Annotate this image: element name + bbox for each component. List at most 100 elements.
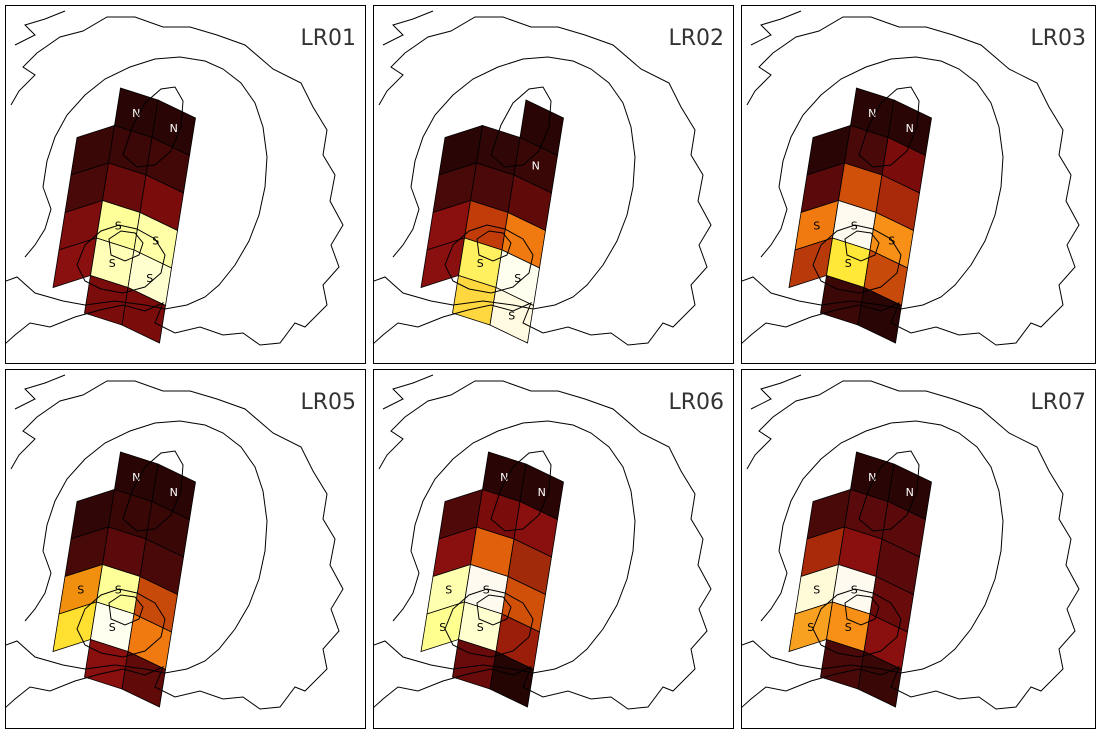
panel-frame [5,369,366,729]
contour-line [14,374,66,410]
contour-line [122,450,184,532]
cell-label-n: N [500,471,508,484]
contour-line [490,450,552,532]
contour-line [373,56,636,310]
contour-lines [741,374,1080,710]
contour-lines [5,374,344,710]
contour-lines [741,10,1080,346]
cell-label-s: S [146,272,153,285]
panel-lr03: N N S S S S LR03 [741,5,1096,364]
cell-label-s: S [477,621,484,634]
cell-label-s: S [477,257,484,270]
cell-label-n: N [132,107,140,120]
cell-label-n: N [532,159,540,172]
contour-line [444,224,534,294]
contour-line [373,420,636,674]
contour-line [76,588,166,658]
cell-label-n: N [569,5,577,8]
contour-line [5,420,268,674]
contour-line [844,230,880,262]
contour-line [812,588,902,658]
contour-line [741,380,1080,710]
contour-line [5,380,344,710]
panel-frame [741,5,1096,364]
contour-line [844,594,880,626]
panel-label: LR03 [1030,26,1086,51]
contour-line [373,16,712,346]
map-cell [121,286,166,344]
cell-label-s: S [483,583,490,596]
panel-plot: N N S S S LR05 [5,369,366,729]
contour-line [490,86,552,168]
contour-line [741,56,1004,310]
cell-label-s: S [115,583,122,596]
panel-label: LR07 [1030,390,1086,415]
contour-line [750,374,802,410]
cell-label-s: S [109,257,116,270]
panel-label: LR01 [300,26,356,51]
cell-label-s: S [845,621,852,634]
cell-label-n: N [906,122,914,135]
panel-plot: N N S S S S LR07 [741,369,1096,729]
contour-line [858,450,920,532]
cell-label-s: S [807,621,814,634]
cell-label-s: S [109,621,116,634]
contour-line [122,86,184,168]
panel-label: LR02 [668,26,724,51]
cell-label-s: S [439,621,446,634]
contour-lines [373,374,712,710]
map-cell [857,286,902,344]
cell-label-s: S [851,583,858,596]
contour-line [76,224,166,294]
panel-lr02: N N S S S S LR02 [373,5,734,364]
cell-label-s: S [552,5,559,8]
contour-line [858,86,920,168]
contour-line [382,374,434,410]
cell-label-s: S [514,272,521,285]
map-cell [489,650,534,708]
contour-line [812,224,902,294]
contour-line [5,56,268,310]
contour-line [382,10,434,46]
panel-lr05: N N S S S LR05 [5,369,366,729]
cell-grid: N N S S S S [420,5,577,344]
cell-label-n: N [538,486,546,499]
panel-frame [373,5,734,364]
panel-label: LR05 [300,390,356,415]
cell-label-s: S [508,309,515,322]
cell-label-s: S [77,583,84,596]
panel-lr01: N N S S S S LR01 [5,5,366,364]
panel-label: LR06 [668,390,724,415]
contour-line [108,594,144,626]
contour-line [741,420,1004,674]
contour-line [373,380,712,710]
cell-label-n: N [132,471,140,484]
cell-label-n: N [868,471,876,484]
cell-label-n: N [868,107,876,120]
contour-line [476,230,512,262]
cell-grid: N N S S S [52,451,196,708]
contour-line [476,594,512,626]
contour-lines [5,10,344,346]
contour-line [750,10,802,46]
contour-line [108,230,144,262]
contour-line [5,16,344,346]
cell-label-s: S [813,219,820,232]
cell-label-n: N [170,486,178,499]
panel-lr07: N N S S S S LR07 [741,369,1096,729]
contour-line [444,588,534,658]
map-cell [857,650,902,708]
contour-lines [373,10,712,346]
cell-label-s: S [813,583,820,596]
cell-label-s: S [845,257,852,270]
cell-label-s: S [115,219,122,232]
map-cell [489,286,534,344]
panel-plot: N N S S S S LR06 [373,369,734,729]
